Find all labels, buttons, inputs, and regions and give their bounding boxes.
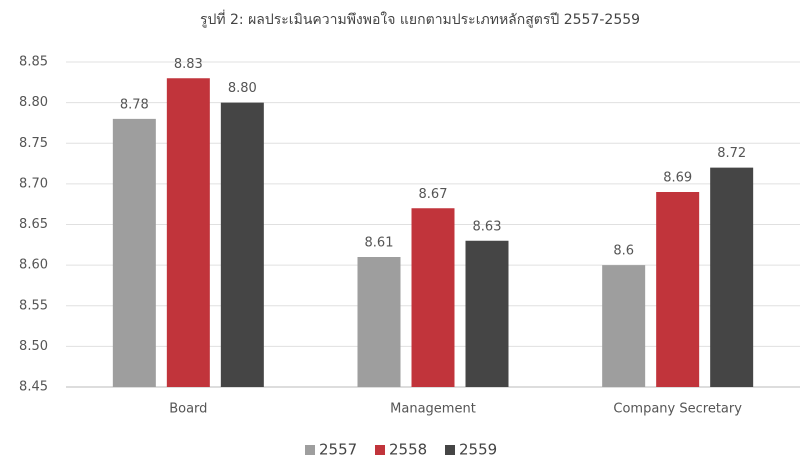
y-tick-label: 8.60 (19, 258, 48, 273)
data-label: 8.67 (419, 187, 448, 202)
x-tick-label: Board (169, 402, 207, 417)
legend-swatch (445, 445, 455, 455)
bar (656, 192, 700, 387)
y-tick-label: 8.70 (19, 176, 48, 191)
legend-swatch (305, 445, 315, 455)
legend-label: 2559 (459, 441, 497, 459)
data-label: 8.83 (174, 57, 203, 72)
data-label: 8.78 (120, 97, 149, 112)
data-label: 8.6 (613, 244, 634, 259)
data-label: 8.63 (473, 219, 502, 234)
bar (465, 240, 509, 387)
legend-swatch (375, 445, 385, 455)
bar (710, 167, 754, 387)
y-tick-label: 8.50 (19, 339, 48, 354)
data-label: 8.69 (663, 171, 692, 186)
data-label: 8.61 (365, 236, 394, 251)
y-tick-label: 8.65 (19, 217, 48, 232)
y-tick-label: 8.55 (19, 298, 48, 313)
bar (411, 208, 455, 387)
bar (112, 118, 156, 387)
bar (602, 265, 646, 387)
chart-title: รูปที่ 2: ผลประเมินความพึงพอใจ แยกตามประ… (200, 10, 640, 28)
bar (220, 102, 264, 387)
y-tick-label: 8.75 (19, 136, 48, 151)
data-label: 8.72 (717, 146, 746, 161)
y-tick-label: 8.80 (19, 95, 48, 110)
legend-label: 2558 (389, 441, 427, 459)
y-tick-label: 8.45 (19, 380, 48, 395)
x-tick-label: Company Secretary (613, 402, 742, 417)
y-tick-label: 8.85 (19, 55, 48, 70)
bar (166, 78, 210, 387)
data-label: 8.80 (228, 81, 257, 96)
legend-label: 2557 (319, 441, 357, 459)
bar (357, 257, 401, 387)
x-tick-label: Management (390, 402, 476, 417)
